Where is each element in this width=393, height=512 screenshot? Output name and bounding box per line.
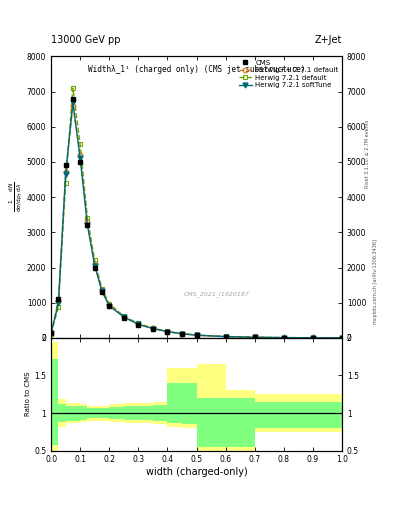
Herwig++ 2.7.1 default [151,325,155,331]
Herwig 7.2.1 softTune [252,334,257,340]
CMS [78,159,83,165]
Herwig 7.2.1 softTune [107,303,112,309]
Herwig++ 2.7.1 default [100,287,105,293]
Herwig++ 2.7.1 default [194,332,199,338]
CMS [121,314,126,321]
Herwig 7.2.1 softTune [78,155,83,161]
Y-axis label: Ratio to CMS: Ratio to CMS [25,372,31,416]
Herwig++ 2.7.1 default [223,333,228,339]
Herwig++ 2.7.1 default [85,219,90,225]
Herwig 7.2.1 softTune [340,335,344,341]
Herwig++ 2.7.1 default [281,334,286,340]
Herwig 7.2.1 softTune [63,171,68,177]
Herwig 7.2.1 softTune [281,334,286,340]
Herwig 7.2.1 default [165,328,170,334]
Herwig 7.2.1 softTune [49,330,53,336]
Text: CMS_2021_I1920187: CMS_2021_I1920187 [184,292,250,297]
Text: Z+Jet: Z+Jet [314,34,342,45]
CMS [85,222,90,228]
CMS [100,289,105,295]
CMS [180,331,184,337]
Herwig 7.2.1 default [340,335,344,341]
Herwig 7.2.1 default [194,332,199,338]
X-axis label: width (charged-only): width (charged-only) [146,467,247,477]
CMS [49,330,53,336]
Herwig 7.2.1 softTune [100,288,105,294]
CMS [56,296,61,302]
Herwig 7.2.1 default [71,85,75,91]
Herwig++ 2.7.1 default [180,331,184,337]
CMS [71,95,75,101]
Line: Herwig 7.2.1 softTune: Herwig 7.2.1 softTune [49,100,344,340]
CMS [92,264,97,270]
Herwig 7.2.1 softTune [56,301,61,307]
Herwig 7.2.1 softTune [223,333,228,339]
Text: Rivet 3.1.10, ≥ 2.7M events: Rivet 3.1.10, ≥ 2.7M events [365,119,370,188]
Herwig 7.2.1 default [92,258,97,264]
Herwig 7.2.1 default [63,180,68,186]
Text: 13000 GeV pp: 13000 GeV pp [51,34,121,45]
Herwig 7.2.1 default [223,333,228,339]
Herwig++ 2.7.1 default [71,102,75,109]
Herwig++ 2.7.1 default [252,334,257,340]
Herwig 7.2.1 default [281,334,286,340]
CMS [223,334,228,340]
CMS [340,335,344,341]
CMS [107,303,112,309]
Herwig++ 2.7.1 default [340,335,344,341]
Herwig 7.2.1 default [180,330,184,336]
Herwig 7.2.1 softTune [121,314,126,320]
Line: Herwig++ 2.7.1 default: Herwig++ 2.7.1 default [49,103,344,340]
Herwig 7.2.1 softTune [136,322,141,328]
Herwig 7.2.1 default [56,304,61,310]
Herwig 7.2.1 default [310,335,315,341]
CMS [194,332,199,338]
Herwig++ 2.7.1 default [310,335,315,341]
Herwig 7.2.1 default [252,334,257,340]
Legend: CMS, Herwig++ 2.7.1 default, Herwig 7.2.1 default, Herwig 7.2.1 softTune: CMS, Herwig++ 2.7.1 default, Herwig 7.2.… [237,58,340,90]
Herwig 7.2.1 default [100,286,105,292]
Herwig 7.2.1 softTune [165,329,170,335]
CMS [63,162,68,168]
CMS [310,335,315,341]
Herwig 7.2.1 default [49,331,53,337]
Herwig++ 2.7.1 default [165,329,170,335]
Herwig 7.2.1 softTune [180,331,184,337]
CMS [252,334,257,340]
Herwig++ 2.7.1 default [107,302,112,308]
Herwig 7.2.1 default [78,141,83,147]
CMS [281,334,286,340]
Herwig++ 2.7.1 default [121,314,126,320]
Herwig 7.2.1 default [85,215,90,221]
Text: mcplots.cern.ch [arXiv:1306.3436]: mcplots.cern.ch [arXiv:1306.3436] [373,239,378,324]
Herwig 7.2.1 softTune [194,332,199,338]
Herwig 7.2.1 softTune [310,335,315,341]
Herwig 7.2.1 default [121,313,126,319]
CMS [165,329,170,335]
CMS [136,322,141,328]
Herwig++ 2.7.1 default [63,169,68,176]
Herwig 7.2.1 default [151,325,155,331]
Herwig++ 2.7.1 default [136,321,141,327]
Herwig++ 2.7.1 default [56,298,61,304]
Herwig 7.2.1 softTune [71,99,75,105]
Herwig 7.2.1 softTune [85,222,90,228]
Herwig 7.2.1 default [107,301,112,307]
CMS [151,326,155,332]
Herwig 7.2.1 default [136,321,141,327]
Herwig++ 2.7.1 default [78,152,83,158]
Line: CMS: CMS [49,96,344,340]
Herwig 7.2.1 softTune [92,263,97,269]
Text: Widthλ_1¹ (charged only) (CMS jet substructure): Widthλ_1¹ (charged only) (CMS jet substr… [88,65,305,74]
Line: Herwig 7.2.1 default: Herwig 7.2.1 default [49,86,344,340]
Y-axis label: $\frac{1}{\mathrm{d}\sigma/\mathrm{d}p_T}\frac{\mathrm{d}N}{\mathrm{d}\lambda}$: $\frac{1}{\mathrm{d}\sigma/\mathrm{d}p_T… [8,182,25,212]
Herwig++ 2.7.1 default [49,330,53,336]
Herwig 7.2.1 softTune [151,326,155,332]
Herwig++ 2.7.1 default [92,261,97,267]
